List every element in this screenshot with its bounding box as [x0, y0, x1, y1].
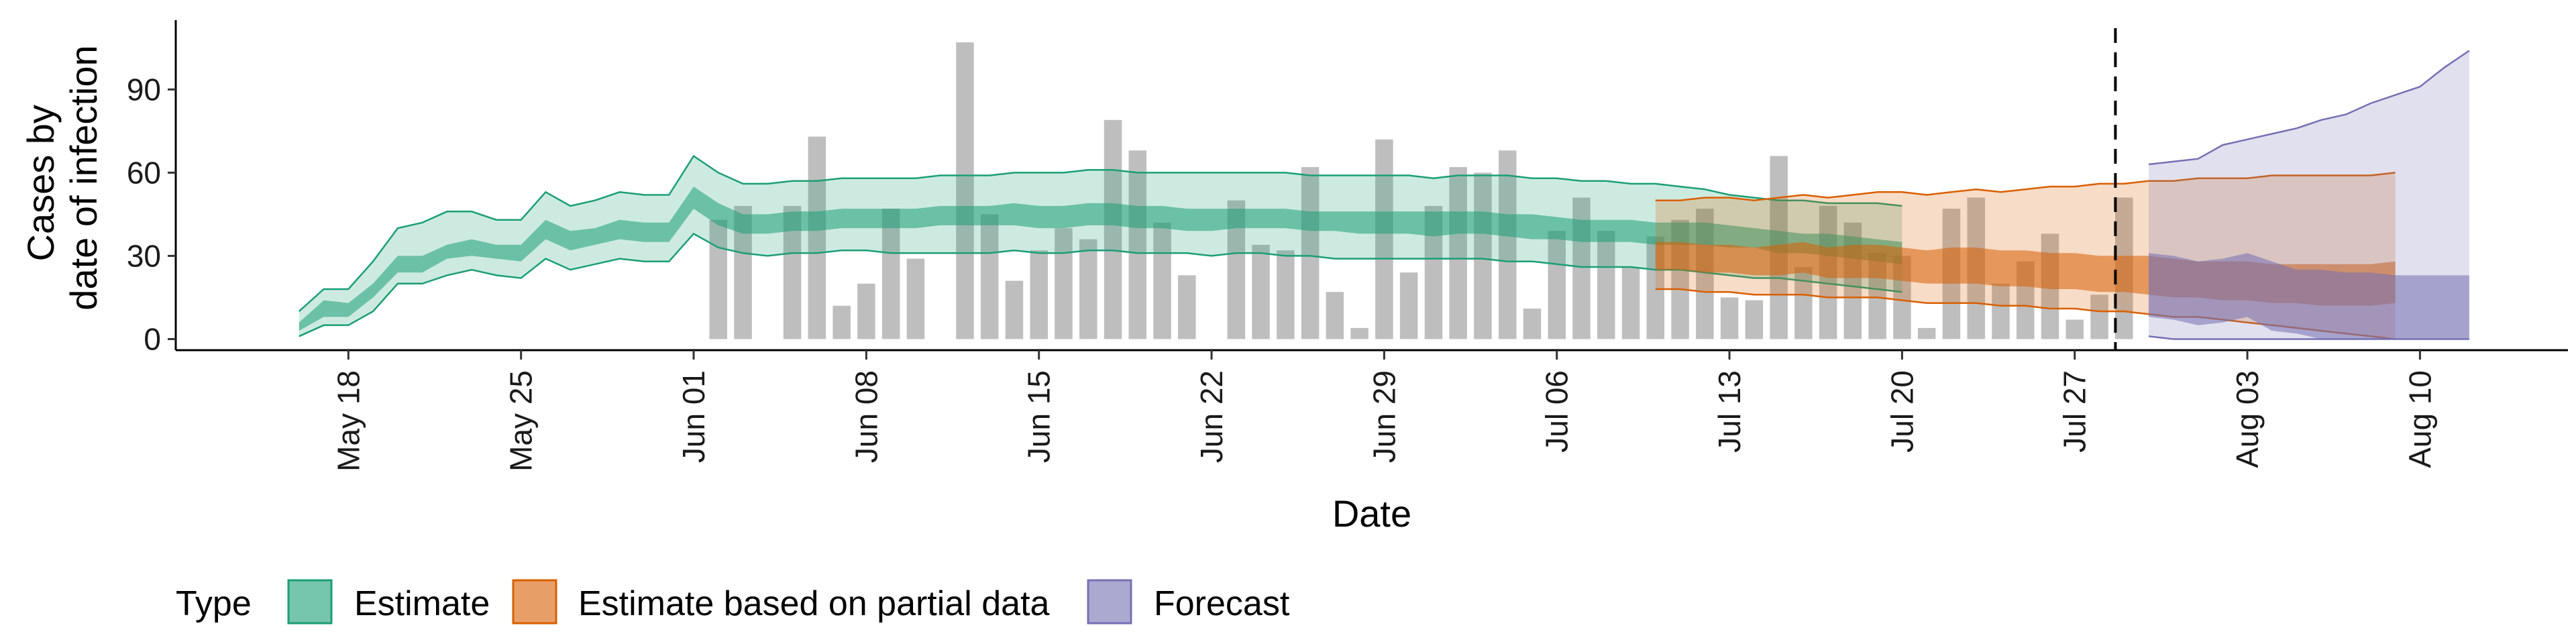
y-tick-label: 30: [127, 238, 161, 273]
legend-key-partial: [512, 579, 557, 625]
legend-key-estimate: [287, 579, 333, 625]
y-axis-title-line-2: date of infection: [62, 45, 105, 310]
estimate-bands: [298, 50, 2470, 340]
observed-bar: [1917, 327, 1936, 339]
observed-bar: [881, 209, 900, 339]
legend-label-partial: Estimate based on partial data: [578, 584, 1050, 623]
observed-bar: [1621, 267, 1640, 339]
x-tick-label: Aug 10: [2402, 370, 2437, 468]
legend: Type Estimate Estimate based on partial …: [176, 579, 1290, 625]
observed-bar: [1277, 250, 1295, 339]
y-axis-title-line-1: Cases by: [19, 105, 62, 261]
x-tick-label: Jun 08: [849, 370, 883, 463]
x-tick-label: May 18: [331, 370, 366, 472]
estimate-inner-band: [299, 186, 1902, 331]
observed-bar: [1326, 292, 1344, 339]
observed-bar: [906, 258, 925, 339]
x-axis-title: Date: [1332, 492, 1411, 535]
observed-bar: [1104, 119, 1122, 339]
legend-label-estimate: Estimate: [354, 584, 490, 623]
observed-bar: [1005, 280, 1024, 339]
y-ticks: 0 30 60 90: [127, 72, 176, 356]
observed-bar: [1523, 309, 1542, 339]
forecast-upper-edge: [2148, 50, 2470, 166]
legend-key-forecast: [1087, 579, 1132, 625]
observed-bar: [833, 305, 851, 339]
observed-bar: [1301, 167, 1320, 339]
observed-bar: [1375, 139, 1393, 339]
x-tick-label: May 25: [504, 370, 539, 472]
observed-bar: [1499, 150, 1517, 339]
observed-bar: [1794, 267, 1813, 339]
x-tick-label: Jun 22: [1194, 370, 1229, 463]
observed-bar: [1992, 283, 2010, 339]
y-tick-label: 0: [144, 321, 161, 356]
y-tick-label: 60: [127, 155, 161, 190]
x-tick-label: Jun 15: [1022, 370, 1057, 463]
y-axis-title: Cases by date of infection: [19, 45, 105, 310]
x-tick-label: Jun 29: [1366, 370, 1401, 463]
observed-bar: [1399, 272, 1418, 339]
x-tick-label: Jun 01: [676, 370, 711, 463]
observed-bar: [1079, 239, 1097, 339]
observed-bar: [1128, 150, 1146, 339]
x-ticks: May 18 May 25 Jun 01 Jun 08 Jun 15 Jun 22 Jun …: [331, 350, 2437, 472]
observed-bar: [1449, 167, 1467, 339]
observed-bar: [980, 214, 999, 339]
observed-bar: [1548, 231, 1566, 339]
observed-bar: [808, 136, 826, 339]
estimate-upper-edge: [298, 154, 1902, 313]
estimate-lower-edge: [299, 232, 1902, 337]
observed-bar: [1474, 172, 1492, 339]
y-tick-label: 90: [127, 72, 161, 107]
observed-bar: [857, 283, 875, 339]
x-tick-label: Jul 20: [1884, 370, 1919, 453]
x-tick-label: Jul 27: [2057, 370, 2092, 453]
axes: [174, 20, 2568, 352]
legend-title: Type: [176, 584, 252, 623]
observed-bar: [1597, 231, 1615, 339]
forecast-inner-band: [2149, 253, 2469, 339]
observed-bar: [1030, 250, 1048, 339]
forecast-lower-edge: [2148, 335, 2469, 340]
observed-bar: [709, 219, 727, 339]
observed-bar: [1178, 275, 1196, 339]
observed-bar: [1252, 244, 1270, 339]
estimate-based-on-partial-data-upper-edge: [1655, 172, 2396, 201]
observed-bar: [1350, 327, 1368, 339]
observed-bar: [1153, 222, 1171, 339]
observed-bar: [2065, 319, 2084, 339]
observed-bar: [1720, 297, 1739, 339]
x-tick-label: Aug 03: [2230, 370, 2265, 468]
observed-bar: [1745, 300, 1764, 339]
legend-label-forecast: Forecast: [1154, 584, 1290, 623]
x-tick-label: Jul 06: [1540, 370, 1574, 453]
observed-bar: [1055, 228, 1073, 339]
observed-bar: [956, 42, 974, 339]
observed-bar: [2090, 294, 2108, 339]
x-tick-label: Jul 13: [1712, 370, 1747, 453]
